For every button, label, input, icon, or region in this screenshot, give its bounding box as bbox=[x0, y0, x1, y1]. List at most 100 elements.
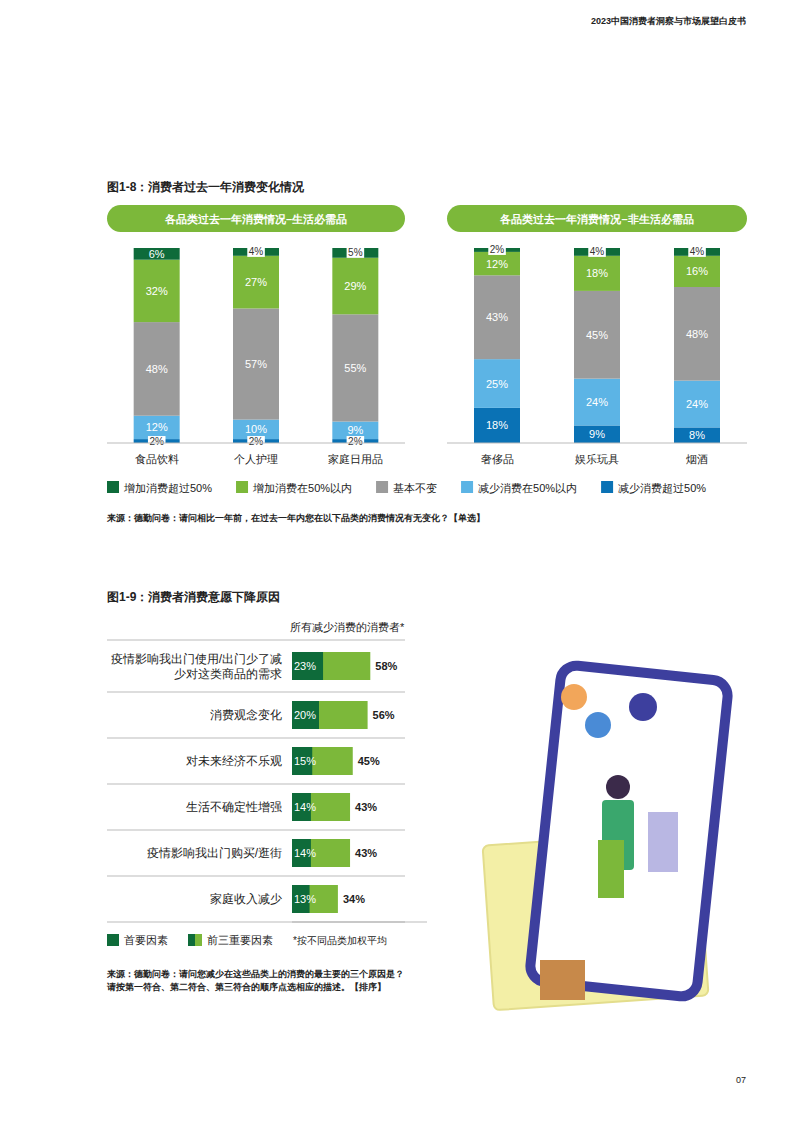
label-patch bbox=[347, 436, 365, 446]
bar-segment bbox=[674, 256, 720, 287]
y-tick-label: 疫情影响我出门使用/出门少了减少对这类商品的需求 bbox=[111, 652, 282, 681]
icon bbox=[629, 693, 657, 721]
data-label: 10% bbox=[245, 423, 267, 435]
bar-segment bbox=[674, 427, 720, 443]
legend-swatch bbox=[236, 481, 248, 493]
legend-swatch bbox=[188, 934, 195, 946]
data-label: 18% bbox=[586, 267, 608, 279]
data-labels: 2%12%48%32%6%2%10%57%27%4%2%9%55%29%5% bbox=[146, 246, 367, 446]
data-label: 43% bbox=[355, 801, 377, 813]
data-label: 57% bbox=[245, 358, 267, 370]
bar-segment bbox=[233, 308, 279, 419]
data-label: 48% bbox=[686, 328, 708, 340]
y-tick-label: 对未来经济不乐观 bbox=[186, 754, 282, 768]
legend-swatch bbox=[461, 481, 473, 493]
data-label: 9% bbox=[589, 428, 605, 440]
data-label: 48% bbox=[146, 363, 168, 375]
axis-line bbox=[292, 922, 427, 923]
bar bbox=[292, 652, 323, 680]
bar bbox=[292, 839, 350, 867]
figure-title: 图1-8：消费者过去一年消费变化情况 bbox=[107, 180, 305, 194]
bar-segment bbox=[674, 381, 720, 428]
text-line: 来源：德勤问卷：请问您减少在这些品类上的消费的最主要的三个原因是？ bbox=[106, 969, 404, 979]
data-label: 45% bbox=[586, 329, 608, 341]
label-patch bbox=[488, 245, 506, 255]
data-label: 43% bbox=[355, 847, 377, 859]
text-line: 疫情影响我出门购买/逛街 bbox=[147, 846, 282, 860]
data-label: 34% bbox=[343, 893, 365, 905]
data-labels: 18%25%43%12%2%9%24%45%18%4%8%24%48%16%4% bbox=[486, 244, 708, 441]
bar-segment bbox=[332, 314, 378, 421]
x-tick-label: 烟酒 bbox=[686, 453, 708, 465]
source-note: 来源：德勤问卷：请问相比一年前，在过去一年内您在以下品类的消费情况有无变化？【单… bbox=[106, 513, 485, 523]
legend-label: 基本不变 bbox=[393, 482, 437, 494]
bar bbox=[292, 701, 368, 729]
data-label: 13% bbox=[294, 893, 316, 905]
bar-segment bbox=[674, 287, 720, 381]
row-separator bbox=[107, 876, 405, 877]
data-label: 2% bbox=[348, 436, 363, 447]
label-patch bbox=[347, 248, 365, 258]
legend-label: 减少消费超过50% bbox=[618, 482, 706, 494]
panel-title: 各品类过去一年消费情况–生活必需品 bbox=[164, 213, 347, 225]
legend-label: 前三重要因素 bbox=[207, 934, 273, 946]
data-label: 2% bbox=[490, 244, 505, 255]
bar-segment bbox=[474, 275, 520, 359]
plot-area bbox=[474, 248, 720, 443]
row-separator bbox=[107, 830, 405, 831]
data-label: 24% bbox=[586, 396, 608, 408]
data-label: 15% bbox=[294, 755, 316, 767]
bar-segment bbox=[574, 291, 620, 379]
text-line: 请按第一符合、第二符合、第三符合的顺序点选相应的描述。【排序】 bbox=[106, 982, 386, 992]
bar-segment bbox=[574, 256, 620, 291]
data-label: 43% bbox=[486, 311, 508, 323]
data-labels: 23%58%20%56%15%45%14%43%14%43%13%34% bbox=[294, 660, 398, 905]
data-label: 4% bbox=[690, 246, 705, 257]
x-tick-label: 食品饮料 bbox=[135, 453, 179, 465]
y-tick-label: 生活不确定性增强 bbox=[186, 800, 282, 814]
y-tick-label: 消费观念变化 bbox=[210, 708, 282, 722]
bar-segment bbox=[474, 359, 520, 408]
data-label: 20% bbox=[294, 709, 316, 721]
legend-swatch bbox=[107, 934, 119, 946]
legend-label: 减少消费在50%以内 bbox=[478, 482, 577, 494]
page: 2023中国消费者洞察与市场展望白皮书图1-8：消费者过去一年消费变化情况各品类… bbox=[0, 0, 793, 1122]
bar bbox=[292, 701, 319, 729]
x-tick-label: 家庭日用品 bbox=[328, 453, 383, 465]
label-patch bbox=[148, 436, 166, 446]
data-label: 4% bbox=[590, 246, 605, 257]
figure-title: 图1-9：消费者消费意愿下降原因 bbox=[107, 590, 280, 604]
legend-swatch bbox=[601, 481, 613, 493]
basket bbox=[540, 960, 585, 1000]
y-tick-label: 疫情影响我出门购买/逛街 bbox=[147, 846, 282, 860]
source-note: 来源：德勤问卷：请问您减少在这些品类上的消费的最主要的三个原因是？ 请按第一符合、… bbox=[106, 969, 404, 992]
bar-segment bbox=[134, 248, 180, 260]
data-label: 16% bbox=[686, 265, 708, 277]
panel-title: 各品类过去一年消费情况–非生活必需品 bbox=[499, 213, 693, 225]
row-separator bbox=[107, 692, 405, 693]
bar bbox=[292, 747, 353, 775]
data-label: 45% bbox=[358, 755, 380, 767]
icon bbox=[561, 684, 587, 710]
label-patch bbox=[688, 247, 706, 257]
data-label: 9% bbox=[347, 424, 363, 436]
y-tick-label: 家庭收入减少 bbox=[210, 892, 282, 906]
figure-head bbox=[606, 775, 630, 799]
x-tick-label: 娱乐玩具 bbox=[575, 453, 619, 465]
icon bbox=[585, 712, 611, 738]
page-number: 07 bbox=[736, 1075, 746, 1085]
bag bbox=[598, 840, 624, 898]
data-label: 18% bbox=[486, 419, 508, 431]
data-label: 14% bbox=[294, 801, 316, 813]
axis-line bbox=[107, 443, 405, 444]
legend-swatch bbox=[107, 481, 119, 493]
legend-swatch bbox=[376, 481, 388, 493]
panel-header-bg bbox=[107, 205, 405, 232]
data-label: 8% bbox=[689, 429, 705, 441]
plot-area bbox=[134, 248, 379, 443]
data-label: 6% bbox=[149, 248, 165, 260]
bar-segment bbox=[134, 322, 180, 416]
bar-segment bbox=[134, 260, 180, 322]
data-label: 32% bbox=[146, 285, 168, 297]
data-label: 56% bbox=[373, 709, 395, 721]
